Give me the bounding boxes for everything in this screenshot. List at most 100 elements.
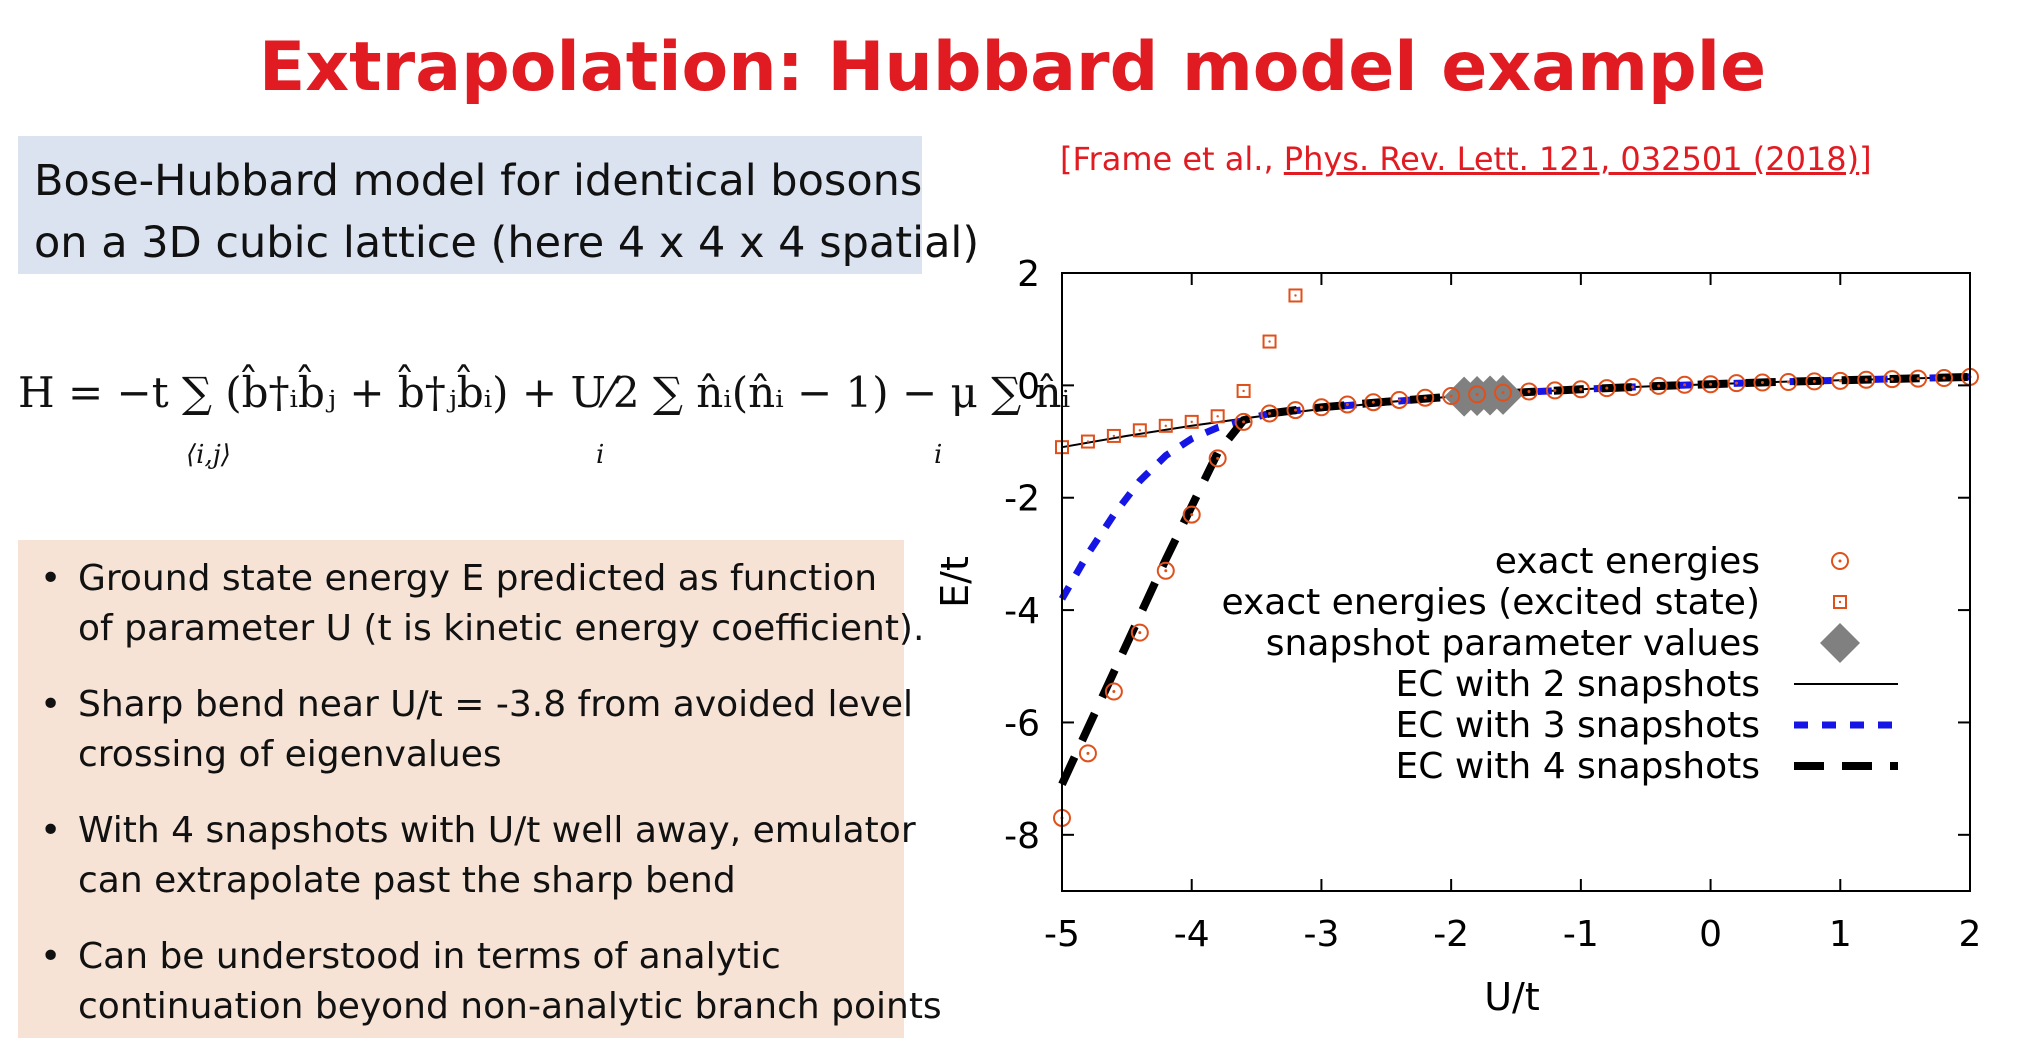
exact-energy-point	[1831, 371, 1850, 390]
legend-entry: snapshot parameter values	[1266, 623, 1860, 664]
excited-energy-point	[1262, 334, 1277, 349]
exact-energy-point	[1130, 623, 1149, 642]
circle-marker-dot	[1812, 379, 1816, 383]
bullet-list-box: Ground state energy E predicted as funct…	[18, 540, 942, 1038]
bullet-line: Ground state energy E predicted as funct…	[78, 558, 878, 599]
circle-marker-dot	[1786, 380, 1790, 384]
square-marker-box	[1210, 409, 1225, 424]
circle-marker-ring	[1338, 395, 1357, 414]
snapshot-point	[1483, 374, 1524, 415]
model-description-line-2: on a 3D cubic lattice (here 4 x 4 x 4 sp…	[34, 218, 980, 268]
square-marker-box	[1158, 418, 1173, 433]
circle-marker-ring	[1364, 393, 1383, 412]
exact-energy-point	[1156, 561, 1175, 580]
exact-energy-point	[1623, 378, 1642, 397]
bullet-line: crossing of eigenvalues	[78, 734, 502, 775]
circle-marker-dot	[1709, 382, 1713, 386]
exact-energy-point	[1286, 401, 1305, 420]
circle-marker-dot	[1579, 387, 1583, 391]
legend-label: EC with 2 snapshots	[1396, 664, 1760, 705]
citation-prefix: [Frame et al.,	[1060, 140, 1284, 178]
bullet-item: Sharp bend near U/t = -3.8 from avoided …	[34, 680, 914, 780]
circle-marker-dot	[1735, 381, 1739, 385]
circle-marker-ring	[1597, 379, 1616, 398]
square-marker-dot	[1268, 340, 1271, 343]
bullet-line: of parameter U (t is kinetic energy coef…	[78, 608, 925, 649]
legend-swatch	[1833, 595, 1847, 609]
model-description-box: Bose-Hubbard model for identical bosons …	[18, 136, 980, 274]
exact-energy-point	[1104, 682, 1123, 701]
circle-marker-ring	[1208, 449, 1227, 468]
exact-energy-point	[1260, 404, 1279, 423]
citation-link[interactable]: Phys. Rev. Lett. 121, 032501 (2018)	[1283, 140, 1860, 178]
y-axis-label: E/t	[933, 556, 977, 608]
exact-energy-point	[1494, 383, 1513, 402]
square-marker-dot	[1164, 424, 1167, 428]
bullet-line: Sharp bend near U/t = -3.8 from avoided …	[78, 684, 914, 725]
legend-entry: EC with 4 snapshots	[1396, 746, 1898, 787]
hamiltonian-equation: H = −t ∑ (b̂†ᵢb̂ⱼ + b̂†ⱼb̂ᵢ) + U⁄2 ∑ n̂ᵢ…	[18, 340, 1070, 470]
square-marker-box	[1833, 595, 1847, 609]
y-tick-label: -4	[1004, 591, 1040, 632]
x-tick-label: -5	[1044, 914, 1080, 955]
x-tick-label: 1	[1829, 914, 1852, 955]
exact-energy-point	[1312, 398, 1331, 417]
excited-energy-point	[1288, 288, 1303, 303]
legend-label: exact energies	[1495, 541, 1760, 582]
y-tick-label: 2	[1017, 254, 1040, 295]
exact-energy-point	[1182, 505, 1201, 524]
circle-marker-ring	[1779, 372, 1798, 391]
circle-marker-ring	[1701, 375, 1720, 394]
circle-marker-dot	[1293, 408, 1297, 412]
y-tick-label: -6	[1004, 703, 1040, 744]
exact-energy-point	[1675, 375, 1694, 394]
exact-energy-point	[1727, 374, 1746, 393]
circle-marker-ring	[1909, 369, 1928, 388]
circle-marker-dot	[1190, 513, 1194, 517]
circle-marker-ring	[1494, 383, 1513, 402]
circle-marker-ring	[1416, 388, 1435, 407]
excited-energy-point	[1106, 428, 1121, 443]
circle-marker-ring	[1727, 374, 1746, 393]
circle-marker-dot	[1345, 402, 1349, 406]
circle-marker-ring	[1234, 412, 1253, 431]
circle-marker-ring	[1649, 376, 1668, 395]
circle-marker-dot	[1501, 391, 1505, 395]
hamiltonian-sum-index-i-2: i	[934, 440, 943, 470]
circle-marker-dot	[1916, 377, 1920, 381]
legend-label: EC with 4 snapshots	[1396, 746, 1760, 787]
exact-energy-point	[1208, 449, 1227, 468]
exact-energy-point	[1390, 390, 1409, 409]
hamiltonian-sum-index-pairs: ⟨i,j⟩	[186, 440, 231, 470]
circle-marker-dot	[1605, 386, 1609, 390]
circle-marker-ring	[1883, 370, 1902, 389]
circle-marker-ring	[1519, 382, 1538, 401]
model-description-line-1: Bose-Hubbard model for identical bosons	[34, 156, 923, 206]
bullet-line: With 4 snapshots with U/t well away, emu…	[78, 810, 916, 851]
square-marker-box	[1184, 414, 1199, 429]
circle-marker-ring	[1390, 390, 1409, 409]
y-tick-label: -8	[1004, 816, 1040, 857]
plot-frame	[1061, 272, 1971, 892]
circle-marker-ring	[1468, 385, 1487, 404]
exact-energy-point	[1649, 376, 1668, 395]
exact-energy-point	[1234, 412, 1253, 431]
excited-energy-point	[1080, 434, 1095, 449]
exact-energy-point	[1909, 369, 1928, 388]
circle-marker-dot	[1631, 385, 1635, 389]
exact-energy-point	[1416, 388, 1435, 407]
citation-suffix: ]	[1859, 140, 1872, 178]
bullet-item: Can be understood in terms of analytic c…	[34, 932, 942, 1032]
square-marker-box	[1288, 288, 1303, 303]
square-marker-dot	[1838, 600, 1842, 604]
exact-energy-point	[1364, 393, 1383, 412]
square-marker-box	[1132, 423, 1147, 438]
circle-marker-dot	[1138, 631, 1142, 635]
circle-marker-ring	[1442, 387, 1461, 406]
hamiltonian-sum-index-i: i	[596, 440, 605, 470]
square-marker-dot	[1086, 440, 1090, 443]
exact-energy-point	[1753, 373, 1772, 392]
legend-label: snapshot parameter values	[1266, 623, 1760, 664]
